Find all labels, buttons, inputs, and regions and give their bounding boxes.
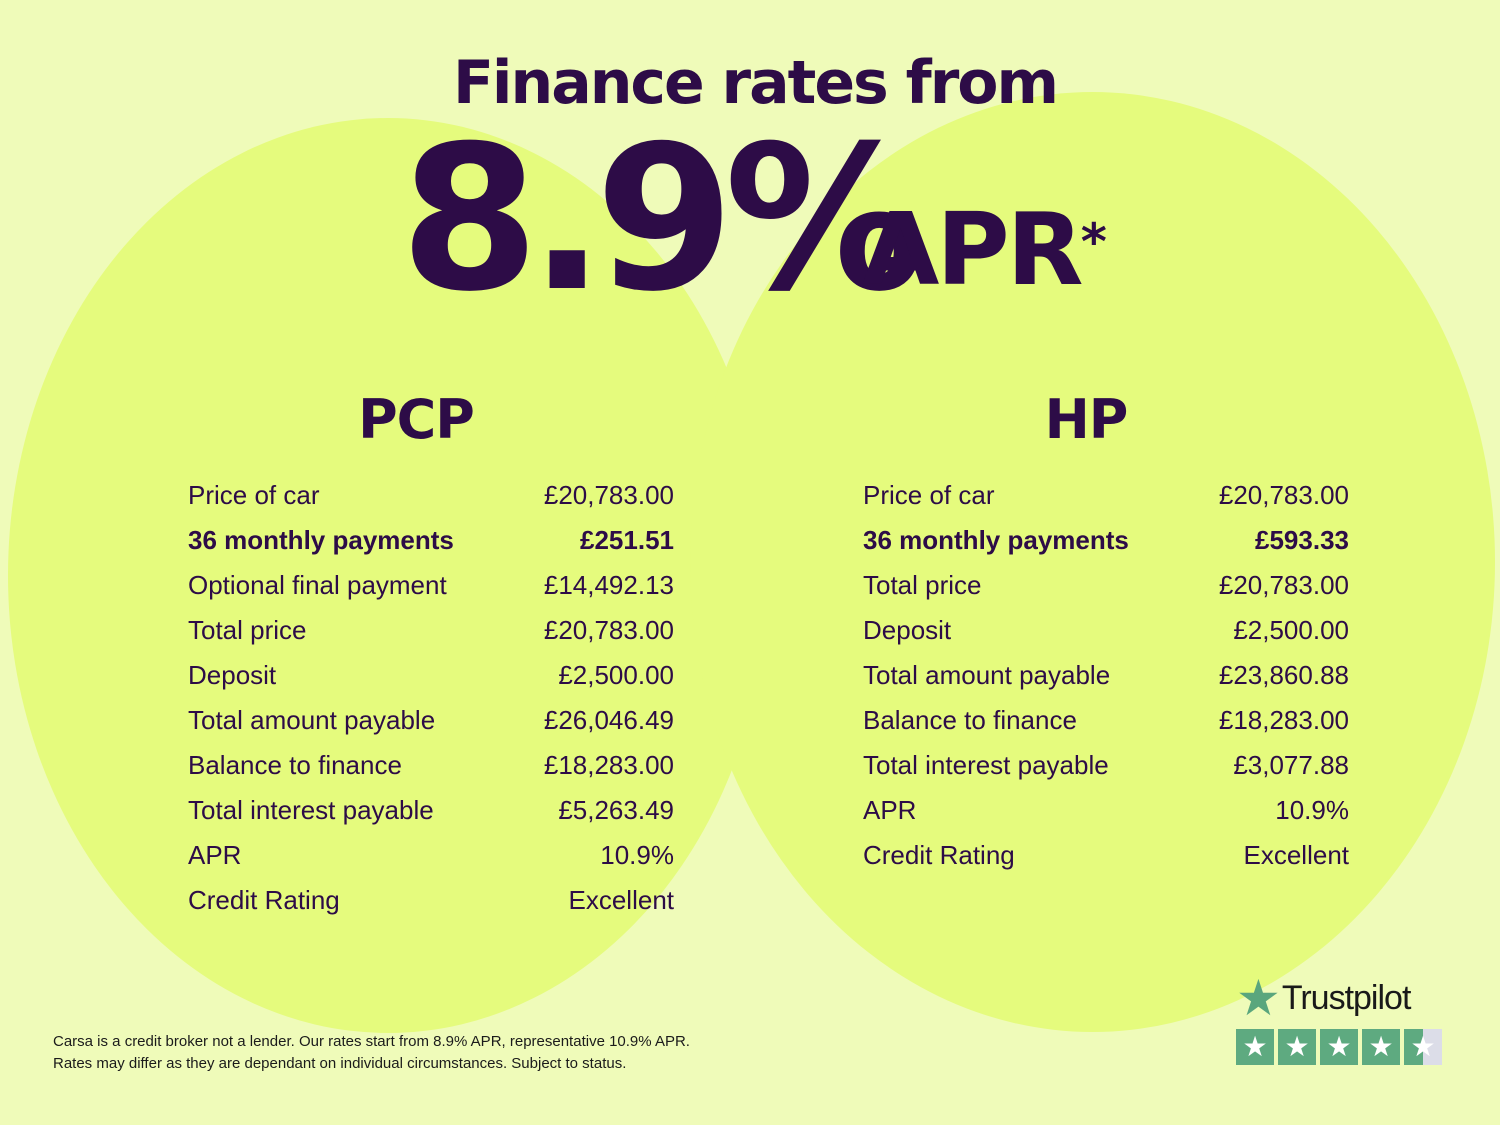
row-value: £2,500.00 [558, 660, 674, 690]
row-label: APR [188, 840, 242, 870]
disclaimer: Carsa is a credit broker not a lender. O… [53, 1031, 690, 1075]
row-label: 36 monthly payments [863, 525, 1129, 555]
table-row: 36 monthly payments £593.33 [863, 518, 1349, 563]
row-label: Total amount payable [188, 705, 436, 735]
table-row: Total amount payable £23,860.88 [863, 653, 1349, 698]
row-value: £20,783.00 [543, 480, 674, 510]
row-label: Balance to finance [863, 705, 1077, 735]
table-row: Deposit £2,500.00 [863, 608, 1349, 653]
row-label: Total interest payable [188, 795, 434, 825]
row-value: £20,783.00 [1218, 480, 1349, 510]
row-label: 36 monthly payments [188, 525, 454, 555]
table-row: Optional final payment £14,492.13 [188, 563, 674, 608]
table-row: Total price £20,783.00 [188, 608, 674, 653]
row-label: Credit Rating [863, 840, 1015, 870]
row-value: £251.51 [580, 525, 674, 555]
hp-table: HP Price of car £20,783.00 36 monthly paym… [863, 385, 1349, 878]
row-label: Credit Rating [188, 885, 340, 915]
hp-heading: HP [1044, 388, 1129, 451]
row-value: £18,283.00 [543, 750, 674, 780]
row-value: 10.9% [1275, 795, 1349, 825]
table-row: APR 10.9% [863, 788, 1349, 833]
row-label: Price of car [863, 480, 995, 510]
row-label: Total interest payable [863, 750, 1109, 780]
headline-title: Finance rates from [452, 48, 1059, 118]
trustpilot-rating: ★ ★ ★ ★ ★ [1236, 1029, 1446, 1065]
table-row: Credit Rating Excellent [188, 878, 674, 923]
row-label: Price of car [188, 480, 320, 510]
disclaimer-line: Carsa is a credit broker not a lender. O… [53, 1033, 690, 1050]
table-row: Price of car £20,783.00 [863, 473, 1349, 518]
star-icon: ★ [1278, 1029, 1316, 1065]
background-circle-left [8, 118, 768, 1033]
row-value: £23,860.88 [1218, 660, 1349, 690]
row-value: £3,077.88 [1233, 750, 1349, 780]
row-value: £14,492.13 [543, 570, 674, 600]
trustpilot-logo: ★ Trustpilot [1236, 970, 1446, 1026]
star-icon: ★ [1236, 1029, 1274, 1065]
row-value: £20,783.00 [1218, 570, 1349, 600]
row-label: Optional final payment [188, 570, 447, 600]
table-row: Total interest payable £3,077.88 [863, 743, 1349, 788]
row-value: £20,783.00 [543, 615, 674, 645]
row-value: 10.9% [600, 840, 674, 870]
star-icon: ★ [1236, 970, 1281, 1026]
row-value: £26,046.49 [543, 705, 674, 735]
headline-apr: APR* [862, 200, 1107, 300]
star-icon: ★ [1404, 1029, 1442, 1065]
table-row: Credit Rating Excellent [863, 833, 1349, 878]
row-value: Excellent [1243, 840, 1350, 870]
table-row: Balance to finance £18,283.00 [188, 743, 674, 788]
trustpilot-badge: ★ Trustpilot ★ ★ ★ ★ ★ [1236, 970, 1446, 1065]
row-value: Excellent [568, 885, 675, 915]
star-icon: ★ [1362, 1029, 1400, 1065]
table-row: Total interest payable £5,263.49 [188, 788, 674, 833]
row-value: £5,263.49 [558, 795, 674, 825]
trustpilot-name: Trustpilot [1281, 978, 1412, 1017]
asterisk: * [1080, 213, 1107, 271]
row-value: £18,283.00 [1218, 705, 1349, 735]
table-row: Balance to finance £18,283.00 [863, 698, 1349, 743]
row-label: APR [863, 795, 917, 825]
headline-rate: 8.9% [400, 103, 925, 336]
row-label: Total price [863, 570, 982, 600]
star-icon: ★ [1320, 1029, 1358, 1065]
row-label: Total price [188, 615, 307, 645]
table-row: Deposit £2,500.00 [188, 653, 674, 698]
table-row: Total amount payable £26,046.49 [188, 698, 674, 743]
table-row: APR 10.9% [188, 833, 674, 878]
row-label: Total amount payable [863, 660, 1111, 690]
background-circle-right [690, 92, 1495, 1032]
row-value: £2,500.00 [1233, 615, 1349, 645]
row-value: £593.33 [1255, 525, 1349, 555]
table-row: Total price £20,783.00 [863, 563, 1349, 608]
pcp-table: PCP Price of car £20,783.00 36 monthly pay… [188, 385, 674, 923]
apr-label: APR [862, 191, 1084, 308]
table-row: Price of car £20,783.00 [188, 473, 674, 518]
table-row: 36 monthly payments £251.51 [188, 518, 674, 563]
row-label: Deposit [188, 660, 277, 690]
row-label: Balance to finance [188, 750, 402, 780]
pcp-heading: PCP [358, 388, 475, 451]
disclaimer-line: Rates may differ as they are dependant o… [53, 1055, 627, 1072]
row-label: Deposit [863, 615, 952, 645]
